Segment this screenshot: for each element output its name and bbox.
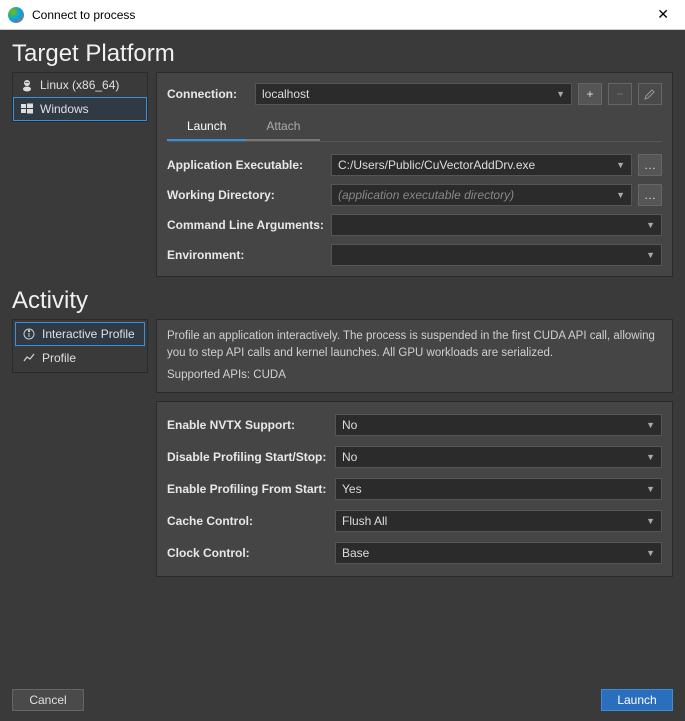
chevron-down-icon: ▼: [556, 89, 565, 99]
app-icon: [8, 7, 24, 23]
tab-launch[interactable]: Launch: [167, 113, 246, 141]
disable-startstop-select[interactable]: No ▼: [335, 446, 662, 468]
cmdargs-label: Command Line Arguments:: [167, 218, 325, 232]
enable-from-start-select[interactable]: Yes ▼: [335, 478, 662, 500]
cancel-button[interactable]: Cancel: [12, 689, 84, 711]
nvtx-value: No: [342, 418, 357, 432]
platform-item-linux[interactable]: Linux (x86_64): [13, 73, 147, 97]
footer: Cancel Launch: [0, 679, 685, 721]
clock-control-select[interactable]: Base ▼: [335, 542, 662, 564]
connection-value: localhost: [262, 87, 309, 101]
app-exec-browse-button[interactable]: …: [638, 154, 662, 176]
chevron-down-icon: ▼: [646, 250, 655, 260]
connection-select[interactable]: localhost ▼: [255, 83, 572, 105]
cmdargs-input[interactable]: ▼: [331, 214, 662, 236]
tab-attach[interactable]: Attach: [246, 113, 320, 141]
nvtx-select[interactable]: No ▼: [335, 414, 662, 436]
activity-item-interactive-profile[interactable]: Interactive Profile: [15, 322, 145, 346]
add-connection-button[interactable]: +: [578, 83, 602, 105]
workdir-input[interactable]: (application executable directory) ▼: [331, 184, 632, 206]
profile-options-panel: Enable NVTX Support: No ▼ Disable Profil…: [156, 401, 673, 577]
target-platform-heading: Target Platform: [12, 40, 673, 68]
activity-info-panel: Profile an application interactively. Th…: [156, 319, 673, 393]
cache-control-label: Cache Control:: [167, 514, 335, 528]
app-exec-value: C:/Users/Public/CuVectorAddDrv.exe: [338, 158, 535, 172]
launch-button[interactable]: Launch: [601, 689, 673, 711]
chevron-down-icon: ▼: [616, 190, 625, 200]
enable-from-start-label: Enable Profiling From Start:: [167, 482, 335, 496]
edit-connection-button[interactable]: [638, 83, 662, 105]
linux-icon: [20, 78, 34, 92]
connection-label: Connection:: [167, 87, 249, 101]
app-exec-label: Application Executable:: [167, 158, 325, 172]
profile-icon: [22, 351, 36, 365]
chevron-down-icon: ▼: [646, 516, 655, 526]
platform-label: Linux (x86_64): [40, 78, 119, 92]
chevron-down-icon: ▼: [646, 548, 655, 558]
app-exec-input[interactable]: C:/Users/Public/CuVectorAddDrv.exe ▼: [331, 154, 632, 176]
interactive-profile-icon: [22, 327, 36, 341]
workdir-browse-button[interactable]: …: [638, 184, 662, 206]
platform-list: Linux (x86_64) Windows: [12, 72, 148, 122]
activity-item-profile[interactable]: Profile: [15, 346, 145, 370]
env-label: Environment:: [167, 248, 325, 262]
chevron-down-icon: ▼: [646, 420, 655, 430]
chevron-down-icon: ▼: [646, 452, 655, 462]
chevron-down-icon: ▼: [646, 220, 655, 230]
activity-label: Interactive Profile: [42, 327, 135, 341]
enable-from-start-value: Yes: [342, 482, 362, 496]
activity-label: Profile: [42, 351, 76, 365]
titlebar: Connect to process ✕: [0, 0, 685, 30]
workdir-label: Working Directory:: [167, 188, 325, 202]
platform-label: Windows: [40, 102, 89, 116]
disable-startstop-value: No: [342, 450, 357, 464]
connection-panel: Connection: localhost ▼ + − Launch: [156, 72, 673, 277]
activity-description: Profile an application interactively. Th…: [167, 328, 662, 361]
remove-connection-button[interactable]: −: [608, 83, 632, 105]
cache-control-value: Flush All: [342, 514, 387, 528]
activity-list: Interactive Profile Profile: [12, 319, 148, 373]
windows-icon: [20, 102, 34, 116]
clock-control-value: Base: [342, 546, 369, 560]
disable-startstop-label: Disable Profiling Start/Stop:: [167, 450, 335, 464]
chevron-down-icon: ▼: [646, 484, 655, 494]
window-title: Connect to process: [32, 8, 649, 22]
workdir-placeholder: (application executable directory): [338, 188, 514, 202]
supported-apis-label: Supported APIs: CUDA: [167, 367, 662, 384]
cache-control-select[interactable]: Flush All ▼: [335, 510, 662, 532]
connection-tabs: Launch Attach: [167, 113, 662, 142]
env-input[interactable]: ▼: [331, 244, 662, 266]
chevron-down-icon: ▼: [616, 160, 625, 170]
close-button[interactable]: ✕: [649, 4, 677, 25]
nvtx-label: Enable NVTX Support:: [167, 418, 335, 432]
platform-item-windows[interactable]: Windows: [13, 97, 147, 121]
activity-heading: Activity: [12, 287, 673, 315]
clock-control-label: Clock Control:: [167, 546, 335, 560]
